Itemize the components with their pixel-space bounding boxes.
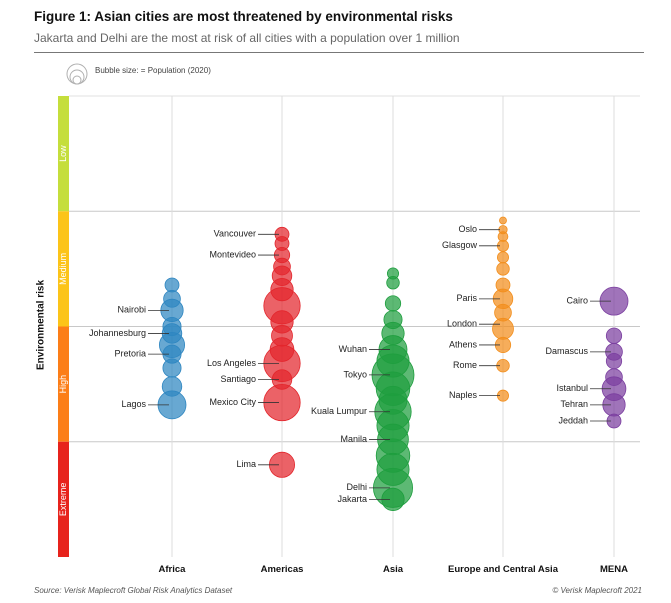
bubble-asia (384, 295, 402, 312)
x-tick-label-americas: Americas (261, 564, 304, 575)
bubble-mena (605, 352, 623, 370)
source-note: Source: Verisk Maplecroft Global Risk An… (34, 586, 233, 595)
bubble-europe-and-central-asia (496, 262, 510, 276)
bubble-mena (605, 327, 623, 344)
risk-band-medium (58, 211, 69, 327)
city-label-tehran: Tehran (560, 399, 588, 409)
city-label-mexico-city: Mexico City (209, 397, 256, 407)
chart-title: Figure 1: Asian cities are most threaten… (34, 9, 453, 24)
city-label-los-angeles: Los Angeles (207, 358, 257, 368)
risk-band-extreme (58, 441, 69, 557)
copyright-note: © Verisk Maplecroft 2021 (552, 586, 642, 595)
x-tick-label-europe-and-central-asia: Europe and Central Asia (448, 564, 559, 575)
risk-band-label-low: Low (58, 145, 68, 162)
x-tick-label-africa: Africa (159, 564, 187, 575)
city-label-nairobi: Nairobi (117, 305, 146, 315)
risk-band-high (58, 326, 69, 442)
bubble-europe-and-central-asia (496, 251, 509, 264)
city-label-manila: Manila (340, 434, 367, 444)
legend-circle-small (72, 75, 82, 85)
city-label-paris: Paris (456, 293, 477, 303)
title-divider (34, 52, 644, 53)
city-label-rome: Rome (453, 360, 477, 370)
risk-band-label-extreme: Extreme (58, 483, 68, 517)
risk-band-low (58, 96, 69, 212)
bubble-europe-and-central-asia (492, 317, 514, 340)
city-label-delhi: Delhi (346, 482, 367, 492)
city-label-glasgow: Glasgow (442, 240, 478, 250)
chart-subtitle: Jakarta and Delhi are the most at risk o… (34, 31, 460, 45)
city-label-johannesburg: Johannesburg (89, 328, 146, 338)
city-label-athens: Athens (449, 339, 478, 349)
bubble-size-legend-label: Bubble size: = Population (2020) (95, 66, 211, 75)
bubble-size-legend-icon (66, 63, 88, 85)
city-label-vancouver: Vancouver (214, 229, 256, 239)
bubble-europe-and-central-asia (499, 216, 507, 225)
city-label-istanbul: Istanbul (556, 383, 588, 393)
city-label-jeddah: Jeddah (558, 415, 588, 425)
city-label-lima: Lima (236, 459, 256, 469)
city-label-cairo: Cairo (566, 296, 588, 306)
x-tick-label-asia: Asia (383, 564, 404, 575)
city-label-santiago: Santiago (220, 374, 256, 384)
city-label-oslo: Oslo (458, 224, 477, 234)
city-label-wuhan: Wuhan (339, 344, 367, 354)
x-tick-label-mena: MENA (600, 564, 628, 575)
city-label-lagos: Lagos (121, 399, 146, 409)
city-label-kuala-lumpur: Kuala Lumpur (311, 406, 367, 416)
bubble-africa (164, 277, 180, 293)
risk-band-label-high: High (58, 375, 68, 394)
bubble-asia (386, 276, 400, 290)
city-label-pretoria: Pretoria (114, 349, 146, 359)
city-label-naples: Naples (449, 390, 478, 400)
city-label-london: London (447, 319, 477, 329)
city-label-tokyo: Tokyo (343, 369, 367, 379)
city-label-jakarta: Jakarta (337, 494, 367, 504)
bubble-africa (162, 358, 182, 378)
y-axis-label: Environmental risk (35, 279, 47, 371)
city-label-damascus: Damascus (545, 346, 588, 356)
city-label-montevideo: Montevideo (209, 249, 256, 259)
risk-band-label-medium: Medium (58, 253, 68, 285)
